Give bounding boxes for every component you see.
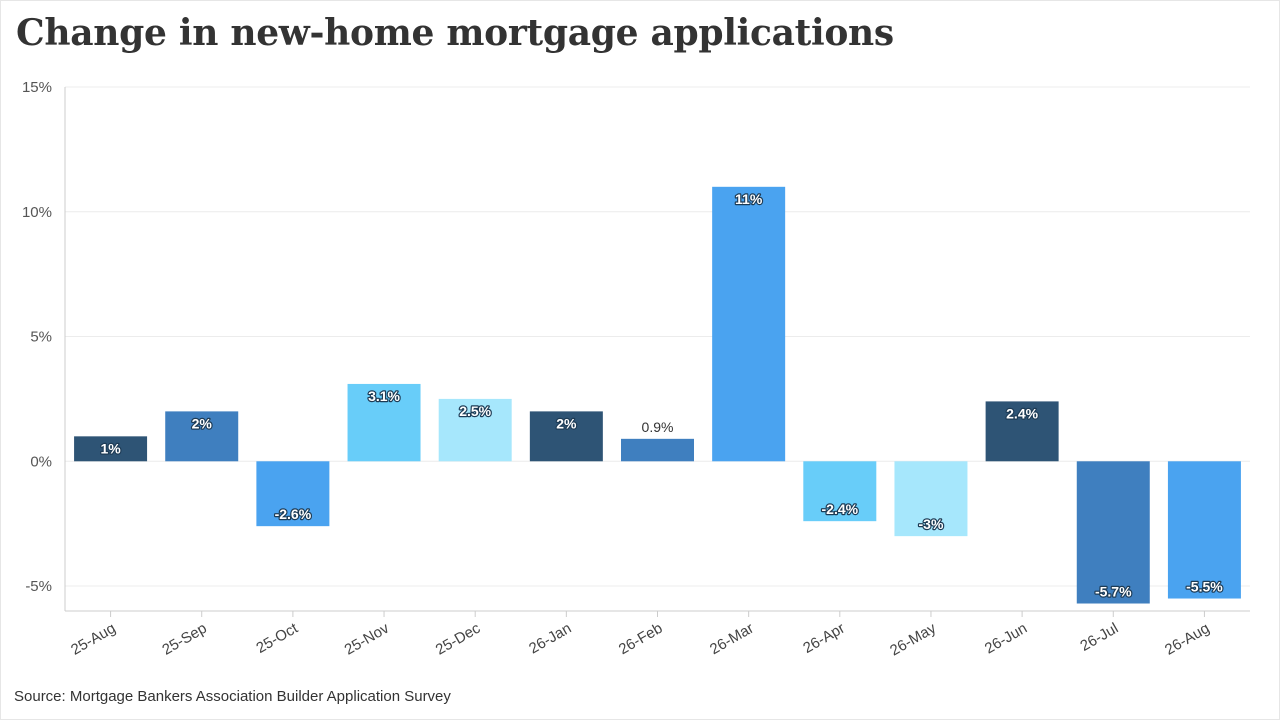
y-tick-label: 5% (30, 329, 52, 346)
y-tick-label: 15% (22, 79, 52, 96)
x-tick-label: 26-Feb (616, 620, 666, 658)
x-tick-label: 26-Apr (800, 620, 847, 657)
x-tick-label: 26-Jan (526, 620, 574, 658)
x-tick-label: 26-Jun (982, 620, 1030, 658)
y-axis: -5% 0% 5% 10% 15% (22, 79, 66, 611)
bar (985, 401, 1059, 462)
x-tick-label: 26-Aug (1162, 620, 1212, 659)
x-tick-label: 25-Oct (253, 619, 301, 657)
bar (256, 461, 330, 527)
data-label: 2% (556, 415, 577, 431)
bars (74, 186, 1241, 604)
x-tick-label: 26-Mar (707, 620, 757, 658)
x-axis: 25-Aug 25-Sep 25-Oct 25-Nov 25-Dec 26-Jan 26-F… (65, 610, 1250, 659)
y-tick-label: 10% (22, 204, 52, 221)
data-label: -2.4% (822, 501, 859, 517)
bar (1076, 461, 1150, 604)
data-label: -5.7% (1095, 584, 1132, 600)
bar (165, 411, 239, 462)
bar (438, 398, 512, 462)
data-label: 2.4% (1006, 405, 1038, 421)
data-label: 2.5% (459, 403, 491, 419)
data-label: 3.1% (368, 388, 400, 404)
bar (621, 438, 694, 462)
chart-title: Change in new-home mortgage applications (16, 12, 894, 54)
y-tick-label: -5% (25, 578, 52, 595)
data-label: 11% (735, 191, 763, 207)
data-labels: 1% 2% -2.6% 3.1% 2.5% 2% 0.9% 11% -2.4% -3% 2.4% -5… (99, 190, 1224, 601)
x-tick-label: 25-Dec (433, 619, 484, 658)
data-label: 2% (192, 415, 213, 431)
bar (803, 461, 877, 522)
x-tick-label: 26-Jul (1077, 620, 1121, 655)
bar (1167, 461, 1241, 599)
x-tick-label: 25-Aug (68, 620, 118, 659)
bar (712, 186, 786, 462)
bar (894, 461, 968, 537)
x-tick-label: 25-Nov (342, 619, 393, 658)
source-note: Source: Mortgage Bankers Association Bui… (14, 688, 451, 705)
bar (74, 436, 148, 462)
data-label: -3% (919, 516, 944, 532)
data-label: 1% (100, 440, 121, 456)
data-label: 0.9% (642, 419, 674, 435)
data-label: -2.6% (275, 506, 312, 522)
x-tick-label: 26-May (887, 619, 939, 659)
y-tick-label: 0% (30, 453, 52, 470)
x-tick-label: 25-Sep (159, 620, 209, 659)
data-label: -5.5% (1186, 579, 1223, 595)
gridlines (65, 86, 1250, 587)
bar (529, 411, 603, 462)
bar (347, 383, 421, 462)
